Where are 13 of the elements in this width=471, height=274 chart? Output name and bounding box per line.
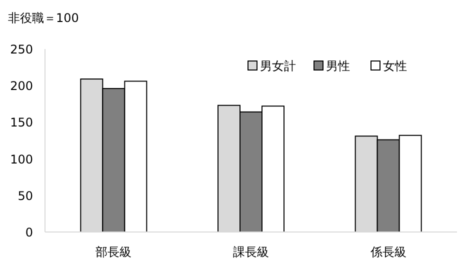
legend-label: 男性 bbox=[326, 59, 350, 73]
y-tick-label: 0 bbox=[25, 226, 33, 240]
x-tick-label: 係長級 bbox=[369, 245, 406, 259]
y-tick-label: 100 bbox=[10, 152, 33, 166]
x-tick-label: 課長級 bbox=[233, 245, 269, 259]
x-tick-label: 部長級 bbox=[96, 245, 132, 259]
legend-label: 男女計 bbox=[260, 59, 296, 73]
legend-label: 女性 bbox=[383, 59, 407, 73]
y-tick-label: 150 bbox=[10, 116, 33, 130]
y-tick-label: 250 bbox=[10, 42, 33, 56]
y-tick-label: 50 bbox=[18, 188, 33, 203]
y-tick-label: 200 bbox=[10, 79, 33, 94]
y-axis-title: 非役職＝100 bbox=[8, 11, 79, 25]
